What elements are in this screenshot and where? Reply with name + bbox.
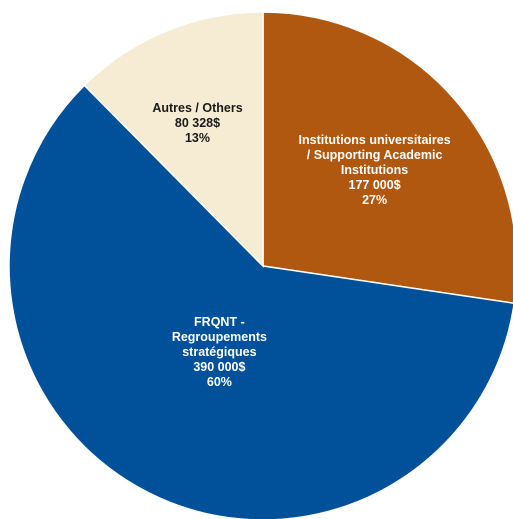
slice-label-line: 60% [207,375,232,389]
pie-slice-2 [8,84,513,519]
slice-label-line: 27% [362,193,387,207]
slice-label-1: Institutions universitaires / Supporting … [299,133,451,207]
slice-label-line: 390 000$ [193,360,245,374]
slice-label-3: Autres / Others 80 328$ 13% [152,101,242,145]
slice-label-line: stratégiques [182,345,256,359]
slice-label-line: Institutions universitaires [299,133,451,147]
slice-label-line: Institutions [341,163,408,177]
slice-label-line: 177 000$ [349,178,401,192]
slice-label-line: Autres / Others [152,101,242,115]
slice-label-line: Regroupements [172,330,267,344]
pie-slice-3 [83,11,264,268]
slice-label-line: / Supporting Academic [307,148,443,162]
pie-slices [8,11,513,519]
pie-slice-1 [262,11,513,304]
slice-label-line: 80 328$ [175,116,220,130]
slice-labels: Institutions universitaires / Supporting … [152,101,450,389]
slice-label-line: 13% [185,131,210,145]
slice-label-line: FRQNT - [194,315,245,329]
slice-label-2: FRQNT -Regroupements stratégiques 390 000$… [172,315,267,389]
